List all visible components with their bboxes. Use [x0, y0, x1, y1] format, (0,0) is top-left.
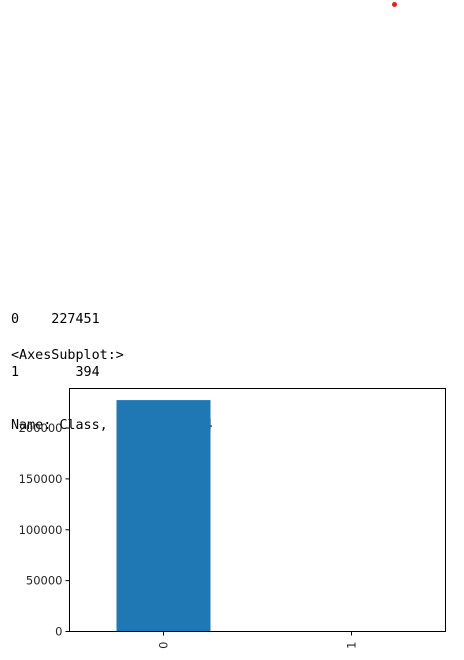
y-tick-label: 150000	[19, 472, 63, 486]
bar-0	[116, 400, 211, 632]
plot-frame	[69, 388, 446, 632]
series-line-0: 0 227451	[11, 312, 100, 328]
y-tick-label: 50000	[26, 574, 63, 588]
red-marker-dot	[392, 2, 397, 7]
series-line-1: 1 394	[11, 364, 100, 380]
x-tick-label: 0	[157, 642, 171, 649]
bar-chart: 0 50000 100000 150000 200000 0 1	[19, 388, 446, 649]
y-tick-label: 200000	[19, 421, 63, 435]
y-tick-label: 100000	[19, 523, 63, 537]
x-tick-label: 1	[345, 642, 359, 649]
axes-repr-text: <AxesSubplot:>	[11, 348, 124, 363]
y-tick-label: 0	[55, 625, 62, 639]
